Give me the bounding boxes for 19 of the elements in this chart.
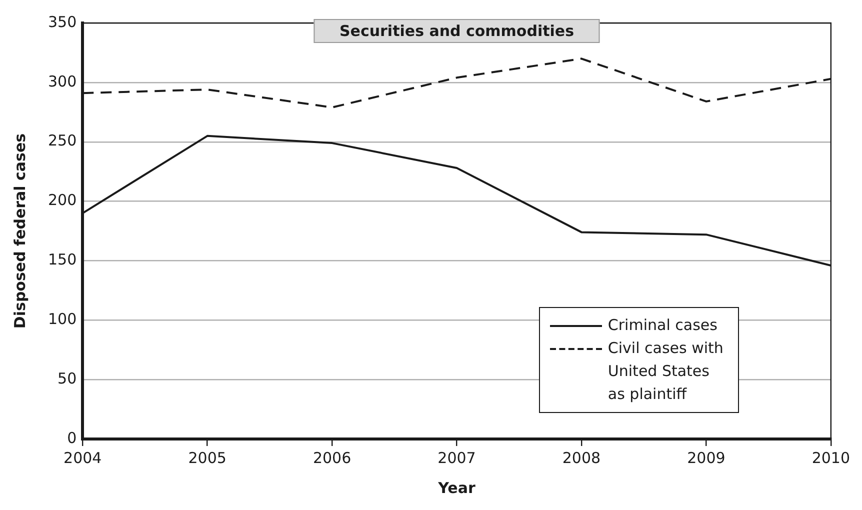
y-tick-label: 50: [58, 369, 77, 388]
y-tick-label: 0: [67, 428, 77, 447]
x-tick-label: 2010: [812, 448, 850, 467]
x-tick-label: 2008: [562, 448, 601, 467]
legend-label: Civil cases with United States as plaintiff: [608, 338, 724, 405]
x-tick-label: 2006: [312, 448, 352, 467]
y-tick-label: 250: [48, 132, 77, 150]
y-tick-label: 300: [48, 72, 77, 90]
y-tick-label: 150: [48, 250, 77, 269]
x-axis-title: Year: [437, 478, 476, 497]
y-tick-label: 350: [48, 12, 77, 31]
x-tick-label: 2005: [188, 448, 226, 467]
y-axis-title: Disposed federal cases: [10, 133, 29, 329]
legend-label: Criminal cases: [608, 315, 718, 336]
y-tick-label: 200: [48, 191, 77, 210]
x-tick-label: 2009: [687, 448, 726, 467]
x-tick-label: 2004: [64, 448, 102, 467]
x-tick-label: 2007: [438, 448, 476, 467]
y-tick-label: 100: [48, 310, 77, 328]
